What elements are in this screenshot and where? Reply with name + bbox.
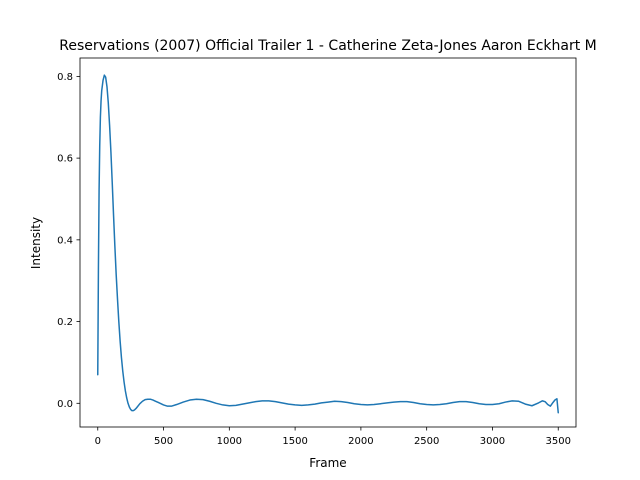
y-tick-label: 0.6 <box>57 154 73 165</box>
y-tick-label: 0.4 <box>57 235 73 246</box>
y-axis: 0.0 0.2 0.4 0.6 0.8 <box>57 72 80 410</box>
x-tick-label: 2000 <box>348 436 373 447</box>
series-layer <box>97 74 559 414</box>
series-line <box>97 74 559 414</box>
x-tick-label: 2500 <box>414 436 439 447</box>
chart-title: Reservations (2007) Official Trailer 1 -… <box>59 38 596 54</box>
y-axis-label: Intensity <box>29 217 43 269</box>
x-tick-label: 500 <box>154 436 173 447</box>
plot-frame <box>79 57 577 428</box>
x-axis-label: Frame <box>309 456 346 470</box>
y-tick-label: 0.2 <box>57 317 73 328</box>
x-tick-label: 1500 <box>282 436 307 447</box>
x-axis: 0 500 1000 1500 2000 2500 3000 3500 <box>95 427 571 447</box>
x-tick-label: 3000 <box>480 436 505 447</box>
x-tick-label: 1000 <box>217 436 242 447</box>
x-tick-label: 0 <box>95 436 101 447</box>
x-tick-label: 3500 <box>546 436 571 447</box>
y-tick-label: 0.0 <box>57 399 73 410</box>
y-tick-label: 0.8 <box>57 72 73 83</box>
